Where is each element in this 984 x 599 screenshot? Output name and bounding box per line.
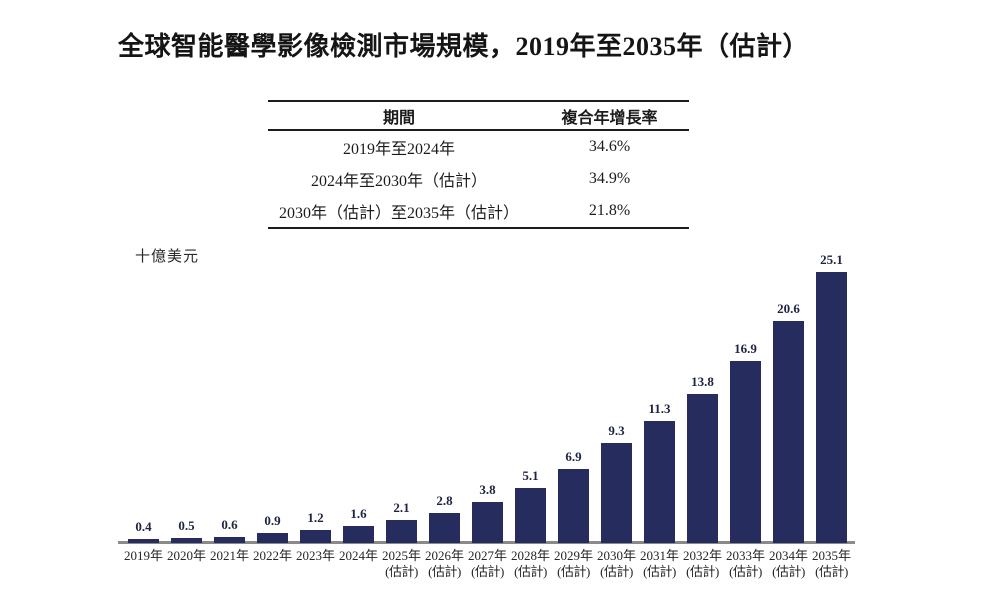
bar-value-label: 16.9 (734, 341, 757, 356)
cagr-table: 期間 複合年增長率 2019年至2024年 34.6% 2024年至2030年（… (268, 100, 689, 229)
bar (257, 533, 288, 543)
x-axis-labels: 2019年 2020年 2021年 2022年 2023年 2024年 2025年 (估計) 2… (122, 548, 853, 580)
x-axis-label: 2022年 (252, 548, 292, 563)
x-axis-label: 2033年 (估計) (725, 548, 765, 579)
table-row: 2030年（估計）至2035年（估計） 21.8% (268, 195, 689, 227)
x-axis-label: 2035年 (估計) (811, 548, 851, 579)
bar (687, 394, 718, 543)
x-axis-label: 2028年 (估計) (510, 548, 550, 579)
x-axis-label: 2021年 (209, 548, 249, 563)
cagr-cell: 34.6% (588, 138, 631, 155)
bar-column: 2.8 (423, 249, 466, 543)
x-axis-label: 2023年 (295, 548, 335, 563)
x-axis-label: 2025年 (估計) (381, 548, 421, 579)
y-axis-unit-label: 十億美元 (135, 249, 200, 265)
bar-value-label: 25.1 (820, 252, 843, 267)
bar-column: 0.4 (122, 249, 165, 543)
bar-column: 1.6 (337, 249, 380, 543)
x-axis-label: 2029年 (估計) (553, 548, 593, 579)
cagr-table-header-cagr: 複合年增長率 (561, 109, 658, 127)
bar-value-label: 0.6 (221, 517, 238, 532)
bar-column: 11.3 (638, 249, 681, 543)
bar-value-label: 9.3 (608, 423, 625, 438)
bar-value-label: 2.8 (436, 493, 453, 508)
bar (816, 272, 847, 543)
bar (128, 539, 159, 543)
bar-value-label: 13.8 (691, 374, 714, 389)
page-title: 全球智能醫學影像檢測市場規模，2019年至2035年（估計） (118, 32, 810, 61)
bar-column: 0.9 (251, 249, 294, 543)
bar (601, 443, 632, 543)
bar-column: 16.9 (724, 249, 767, 543)
bar-value-label: 2.1 (393, 500, 410, 515)
x-axis-label: 2026年 (估計) (424, 548, 464, 579)
bar-column: 25.1 (810, 249, 853, 543)
bar (472, 502, 503, 543)
x-axis-label: 2020年 (166, 548, 206, 563)
cagr-table-header-period: 期間 (382, 109, 415, 127)
bar (214, 537, 245, 543)
bar (343, 526, 374, 543)
bar (429, 513, 460, 543)
bar-column: 3.8 (466, 249, 509, 543)
bar-value-label: 1.6 (350, 506, 367, 521)
table-row: 2024年至2030年（估計） 34.9% (268, 163, 689, 195)
bar-value-label: 5.1 (522, 468, 539, 483)
bar (730, 361, 761, 543)
x-axis-label: 2019年 (123, 548, 163, 563)
bar-column: 1.2 (294, 249, 337, 543)
bar-value-label: 1.2 (307, 510, 324, 525)
bar-column: 2.1 (380, 249, 423, 543)
period-cell: 2019年至2024年 (342, 141, 455, 158)
x-axis-label: 2031年 (估計) (639, 548, 679, 579)
x-axis-label: 2024年 (338, 548, 378, 563)
bar-value-label: 0.9 (264, 513, 281, 528)
x-axis-label: 2027年 (估計) (467, 548, 507, 579)
bar (644, 421, 675, 543)
cagr-table-header-row: 期間 複合年增長率 (268, 102, 689, 131)
bar (773, 321, 804, 543)
bar-column: 9.3 (595, 249, 638, 543)
bar-column: 6.9 (552, 249, 595, 543)
bar-column: 0.6 (208, 249, 251, 543)
bar-value-label: 3.8 (479, 482, 496, 497)
cagr-cell: 21.8% (588, 202, 631, 219)
bar-chart: 0.4 0.5 0.6 0.9 1.2 1.6 2.1 2.8 3.8 5.1 6.9 9.3 11.3… (122, 249, 853, 543)
bar-value-label: 11.3 (648, 401, 671, 416)
x-axis-label: 2034年 (估計) (768, 548, 808, 579)
period-cell: 2024年至2030年（估計） (310, 173, 487, 190)
period-cell: 2030年（估計）至2035年（估計） (278, 205, 519, 222)
bar (171, 538, 202, 543)
bar (300, 530, 331, 543)
bar-column: 20.6 (767, 249, 810, 543)
cagr-cell: 34.9% (588, 170, 631, 187)
bar-column: 0.5 (165, 249, 208, 543)
bar (558, 469, 589, 543)
x-axis-label: 2030年 (估計) (596, 548, 636, 579)
bar-value-label: 0.5 (178, 518, 195, 533)
bar (515, 488, 546, 543)
bar-value-label: 0.4 (135, 519, 152, 534)
bar-value-label: 6.9 (565, 449, 582, 464)
bar (386, 520, 417, 543)
x-axis-label: 2032年 (估計) (682, 548, 722, 579)
bar-value-label: 20.6 (777, 301, 800, 316)
table-row: 2019年至2024年 34.6% (268, 131, 689, 163)
bar-column: 5.1 (509, 249, 552, 543)
bar-column: 13.8 (681, 249, 724, 543)
